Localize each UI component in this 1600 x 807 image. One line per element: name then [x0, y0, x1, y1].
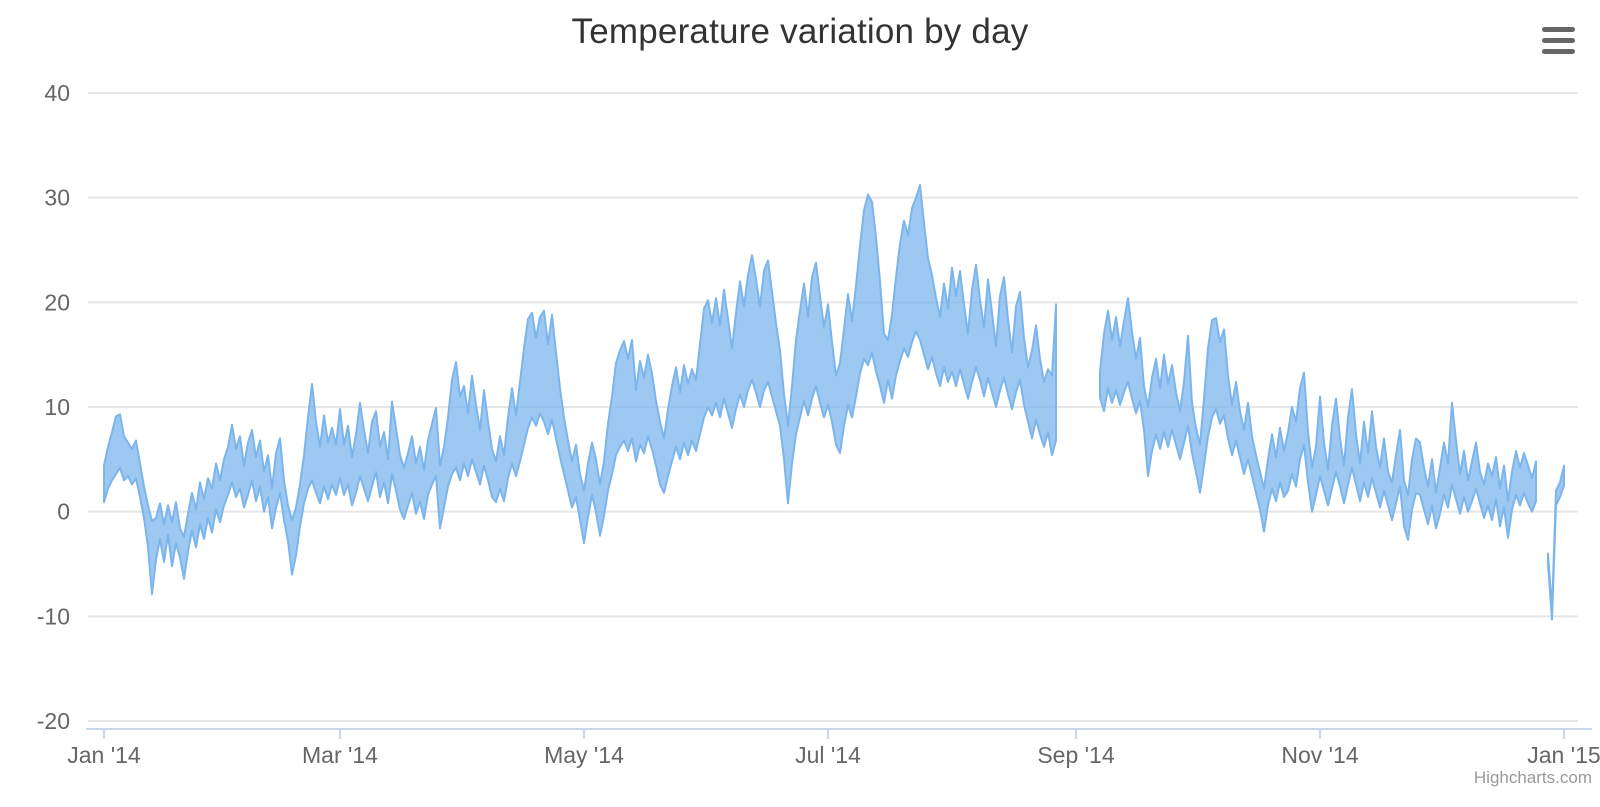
temperature-range-series[interactable] [103, 184, 1057, 596]
x-axis-label: Sep '14 [1037, 742, 1114, 768]
y-axis-label: 0 [57, 499, 70, 525]
x-axis-label: May '14 [544, 742, 624, 768]
x-axis-label: Jan '15 [1527, 742, 1600, 768]
x-axis-label: Mar '14 [302, 742, 378, 768]
x-axis-label: Jan '14 [67, 742, 141, 768]
credits-link[interactable]: Highcharts.com [1473, 768, 1592, 787]
hamburger-icon [1542, 49, 1575, 54]
y-axis-label: 30 [44, 185, 70, 211]
y-axis-label: -20 [37, 708, 70, 734]
hamburger-icon [1542, 27, 1575, 32]
y-axis-label: 40 [44, 80, 70, 106]
y-axis-label: 20 [44, 289, 70, 315]
x-axis-label: Nov '14 [1281, 742, 1358, 768]
x-axis-label: Jul '14 [795, 742, 861, 768]
temperature-range-series[interactable] [1099, 297, 1537, 541]
chart-title: Temperature variation by day [571, 12, 1029, 51]
y-axis-label: -10 [37, 603, 70, 629]
hamburger-icon [1542, 38, 1575, 43]
context-menu-button[interactable] [1542, 27, 1576, 54]
temperature-range-series[interactable] [1547, 464, 1565, 621]
y-axis-label: 10 [44, 394, 70, 420]
